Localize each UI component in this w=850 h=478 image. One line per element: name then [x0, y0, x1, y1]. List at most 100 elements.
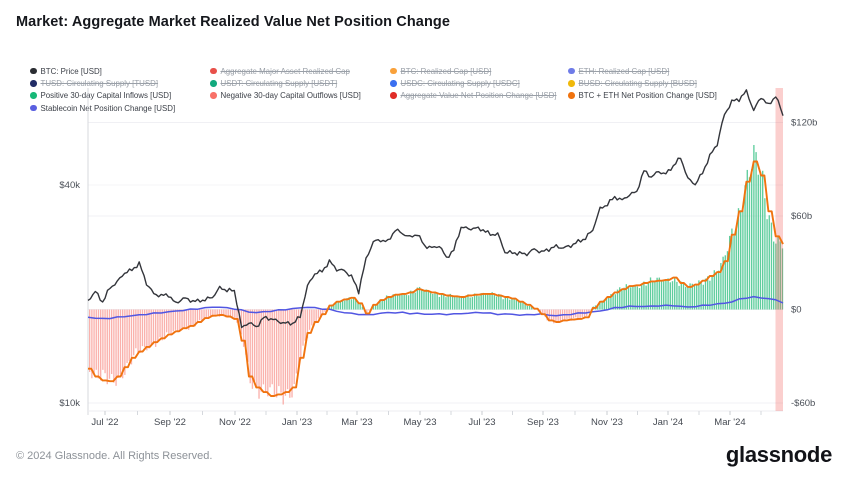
positive-inflow-bar: [403, 293, 405, 310]
positive-inflow-bar: [625, 284, 627, 310]
negative-outflow-bar: [275, 309, 278, 398]
legend-item-usdt-circulating-supply-usdt[interactable]: USDT: Circulating Supply [USDT]: [210, 77, 361, 89]
positive-inflow-bar: [383, 299, 386, 310]
positive-inflow-bar: [357, 303, 359, 310]
positive-inflow-bar: [709, 280, 711, 310]
positive-inflow-bar: [526, 305, 529, 310]
negative-outflow-bar: [262, 309, 265, 385]
positive-inflow-bar: [608, 297, 610, 310]
positive-inflow-bar: [724, 255, 726, 310]
positive-inflow-bar: [667, 278, 669, 310]
positive-inflow-bar: [511, 298, 513, 310]
positive-inflow-bar: [654, 282, 656, 310]
x-axis-tick-label: Mar '24: [714, 417, 745, 428]
positive-inflow-bar: [671, 281, 674, 310]
negative-outflow-bar: [126, 309, 128, 363]
btc-price-line: [87, 89, 784, 329]
negative-outflow-bar: [152, 309, 155, 345]
negative-outflow-bar: [150, 309, 152, 345]
positive-inflow-bar: [506, 297, 509, 310]
positive-inflow-bar: [693, 285, 696, 310]
positive-inflow-bar: [440, 294, 443, 310]
legend-item-btc-price-usd[interactable]: BTC: Price [USD]: [30, 65, 175, 77]
legend-series-dot: [390, 80, 397, 87]
positive-inflow-bar: [394, 294, 397, 310]
positive-inflow-bar: [656, 277, 658, 310]
legend-item-aggregate-value-net-position-change-usd[interactable]: Aggregate Value Net Position Change [USD…: [390, 90, 557, 102]
positive-inflow-bar: [504, 296, 507, 310]
negative-outflow-bar: [106, 309, 108, 385]
positive-inflow-bar: [344, 300, 346, 310]
legend-item-usdc-circulating-supply-usdc[interactable]: USDC: Circulating Supply [USDC]: [390, 77, 557, 89]
negative-outflow-bar: [172, 309, 174, 332]
positive-inflow-bar: [423, 289, 425, 310]
positive-inflow-bar: [352, 297, 355, 310]
legend-series-label: Stablecoin Net Position Change [USD]: [40, 103, 176, 113]
negative-outflow-bar: [183, 309, 185, 328]
legend-column: ETH: Realized Cap [USD] BUSD: Circulating…: [568, 65, 717, 102]
legend-item-negative-30-day-capital-outflows-usd[interactable]: Negative 30-day Capital Outflows [USD]: [210, 90, 361, 102]
right-axis-tick-label: -$60b: [791, 398, 815, 409]
left-axis-tick-label: $10k: [59, 398, 80, 409]
legend-item-busd-circulating-supply-busd[interactable]: BUSD: Circulating Supply [BUSD]: [568, 77, 717, 89]
negative-outflow-bar: [139, 309, 141, 353]
negative-outflow-bar: [225, 309, 227, 318]
positive-inflow-bar: [522, 302, 524, 310]
positive-inflow-bar: [616, 289, 619, 310]
positive-inflow-bar: [418, 286, 421, 310]
negative-outflow-bar: [117, 309, 119, 378]
legend-series-label: USDC: Circulating Supply [USDC]: [400, 78, 520, 88]
negative-outflow-bar: [185, 309, 188, 330]
positive-inflow-bar: [414, 292, 416, 310]
legend-column: Aggregate Major Asset Realized Cap USDT: …: [210, 65, 361, 102]
positive-inflow-bar: [524, 302, 526, 310]
positive-inflow-bar: [770, 222, 773, 310]
positive-inflow-bar: [385, 295, 388, 310]
negative-outflow-bar: [293, 309, 295, 385]
negative-outflow-bar: [242, 309, 245, 347]
negative-outflow-bar: [304, 309, 306, 341]
negative-outflow-bar: [289, 309, 291, 398]
positive-inflow-bar: [341, 300, 344, 310]
positive-inflow-bar: [476, 295, 478, 310]
negative-outflow-bar: [165, 309, 168, 333]
negative-outflow-bar: [251, 309, 254, 389]
legend-item-eth-realized-cap-usd[interactable]: ETH: Realized Cap [USD]: [568, 65, 717, 77]
legend-item-positive-30-day-capital-inflows-usd[interactable]: Positive 30-day Capital Inflows [USD]: [30, 90, 175, 102]
legend-item-btc-realized-cap-usd[interactable]: BTC: Realized Cap [USD]: [390, 65, 557, 77]
positive-inflow-bar: [700, 282, 702, 310]
negative-outflow-bar: [297, 309, 300, 371]
positive-inflow-bar: [691, 283, 693, 310]
legend-item-tusd-circulating-supply-tusd[interactable]: TUSD: Circulating Supply [TUSD]: [30, 77, 175, 89]
legend-item-btc-eth-net-position-change-usd[interactable]: BTC + ETH Net Position Change [USD]: [568, 90, 717, 102]
legend-item-aggregate-major-asset-realized-cap[interactable]: Aggregate Major Asset Realized Cap: [210, 65, 361, 77]
positive-inflow-bar: [335, 302, 337, 310]
positive-inflow-bar: [634, 285, 636, 310]
legend-series-label: BUSD: Circulating Supply [BUSD]: [578, 78, 697, 88]
positive-inflow-bar: [753, 145, 755, 310]
legend-item-stablecoin-net-position-change-usd[interactable]: Stablecoin Net Position Change [USD]: [30, 102, 175, 114]
negative-outflow-bar: [163, 309, 166, 340]
negative-outflow-bar: [229, 309, 232, 317]
stablecoin-net-position-line: [87, 295, 784, 320]
negative-outflow-bar: [187, 309, 190, 330]
negative-outflow-bar: [207, 309, 210, 318]
positive-inflow-bar: [425, 289, 427, 310]
positive-inflow-bar: [350, 299, 353, 310]
positive-inflow-bar: [509, 299, 511, 310]
positive-inflow-bar: [458, 295, 460, 310]
positive-inflow-bar: [676, 281, 678, 310]
positive-inflow-bar: [449, 293, 452, 310]
positive-inflow-bar: [410, 290, 412, 310]
legend-series-dot: [390, 92, 397, 99]
negative-outflow-bar: [249, 309, 251, 384]
positive-inflow-bar: [407, 295, 410, 310]
negative-outflow-bar: [260, 309, 262, 392]
positive-inflow-bar: [704, 278, 707, 310]
negative-outflow-bar: [179, 309, 181, 332]
x-axis-tick-label: Nov '23: [591, 417, 623, 428]
positive-inflow-bar: [454, 296, 456, 310]
positive-inflow-bar: [755, 152, 757, 310]
negative-outflow-bar: [315, 309, 317, 323]
